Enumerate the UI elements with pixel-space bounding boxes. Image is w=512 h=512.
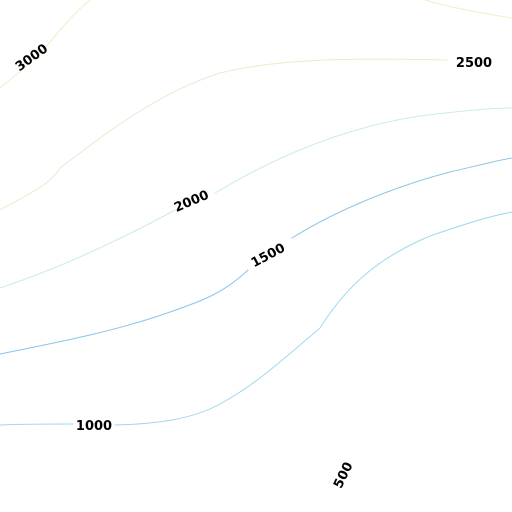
label-2500: 2500 bbox=[456, 56, 492, 71]
contour-line-3000-right bbox=[424, 0, 512, 19]
contour-line-1500 bbox=[0, 157, 512, 355]
label-1000: 1000 bbox=[76, 419, 112, 434]
contour-line-2500 bbox=[0, 58, 449, 211]
contour-line-2000 bbox=[0, 107, 512, 289]
contour-line-3000 bbox=[0, 0, 91, 89]
contour-line-1000 bbox=[0, 211, 512, 426]
